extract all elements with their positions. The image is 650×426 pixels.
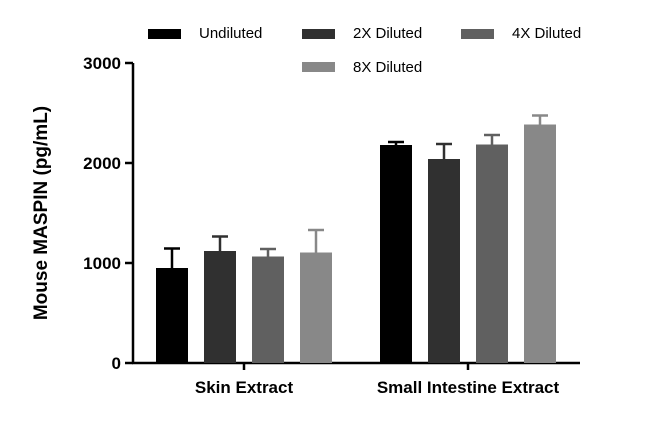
bar-undiluted-skin-extract (156, 268, 188, 363)
y-tick-label: 2000 (83, 154, 121, 173)
category-label-small-intestine-extract: Small Intestine Extract (377, 378, 560, 397)
legend-label-8x-diluted: 8X Diluted (353, 59, 422, 76)
category-label-skin-extract: Skin Extract (195, 378, 294, 397)
legend-swatch-4x-diluted (461, 29, 494, 39)
legend: Undiluted 2X Diluted 4X Diluted 8X Diluted (148, 25, 581, 76)
legend-label-4x-diluted: 4X Diluted (512, 25, 581, 42)
legend-swatch-8x-diluted (302, 62, 335, 72)
y-axis: 0 1000 2000 3000 (83, 54, 135, 373)
error-bars-layer (164, 114, 548, 268)
y-tick-label: 1000 (83, 254, 121, 273)
y-axis-title: Mouse MASPIN (pg/mL) (31, 106, 52, 320)
bar-2x-diluted-small-intestine-extract (428, 159, 460, 363)
bars-layer (156, 124, 556, 363)
y-tick-label: 0 (112, 354, 121, 373)
legend-swatch-2x-diluted (302, 29, 335, 39)
bar-8x-diluted-small-intestine-extract (524, 124, 556, 363)
bar-4x-diluted-small-intestine-extract (476, 144, 508, 363)
legend-label-2x-diluted: 2X Diluted (353, 25, 422, 42)
bar-2x-diluted-skin-extract (204, 251, 236, 363)
bar-undiluted-small-intestine-extract (380, 145, 412, 363)
y-tick-label: 3000 (83, 54, 121, 73)
legend-label-undiluted: Undiluted (199, 25, 262, 42)
bar-8x-diluted-skin-extract (300, 252, 332, 363)
x-axis: Skin Extract Small Intestine Extract (132, 361, 580, 397)
legend-swatch-undiluted (148, 29, 181, 39)
bar-4x-diluted-skin-extract (252, 256, 284, 363)
